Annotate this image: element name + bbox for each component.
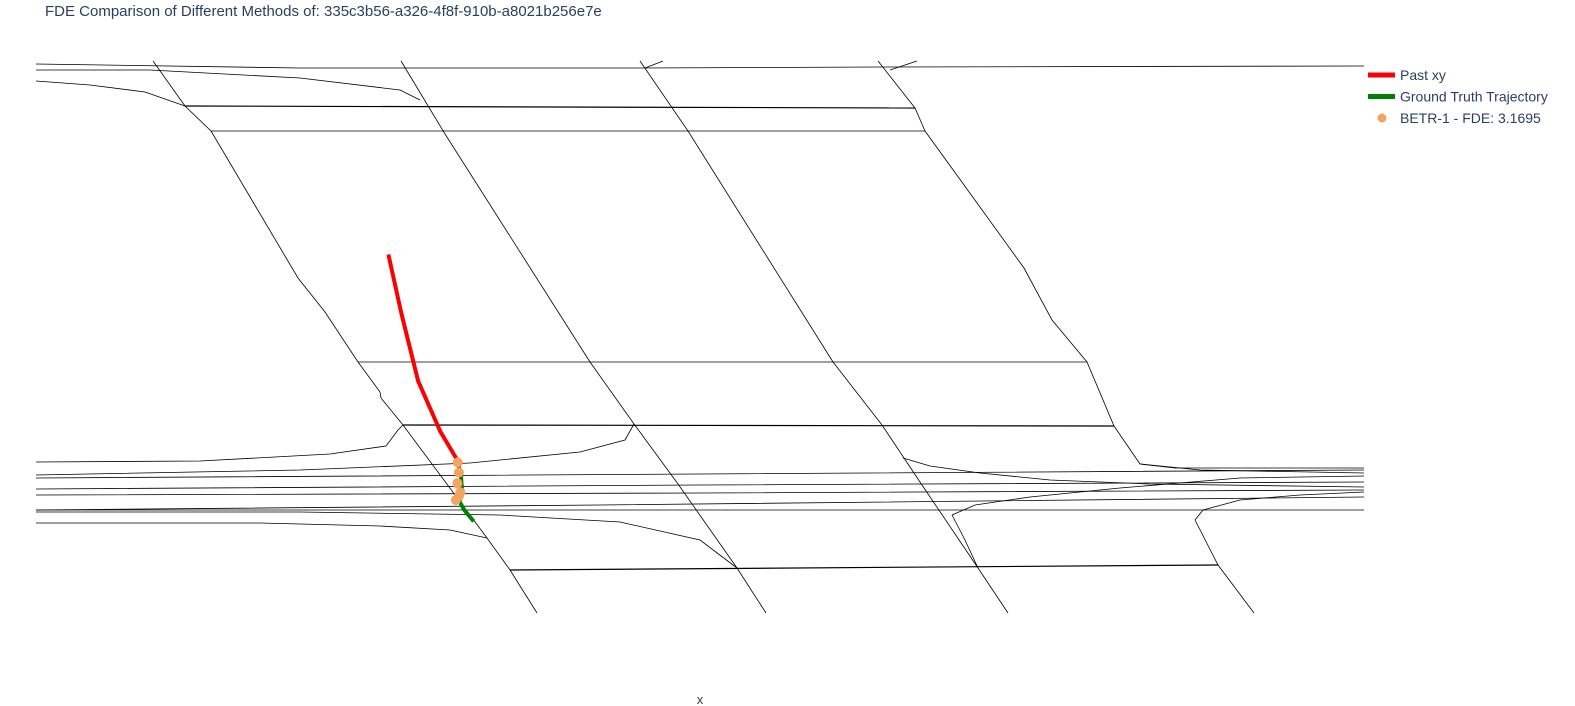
road-edge bbox=[36, 69, 421, 101]
data-point-betr-1-fde-3-1695 bbox=[453, 491, 464, 502]
lane-line bbox=[35, 496, 1365, 511]
series-line-past-xy bbox=[386, 254, 459, 461]
crosswalk-line bbox=[509, 564, 1219, 571]
lane-line bbox=[951, 475, 1365, 516]
lane-line bbox=[35, 469, 1365, 479]
legend-swatch bbox=[1377, 113, 1387, 123]
x-axis-label: x bbox=[697, 692, 704, 706]
road-edge bbox=[152, 60, 538, 614]
road-edge bbox=[35, 63, 1365, 69]
road-edge bbox=[35, 80, 186, 107]
road-edge bbox=[639, 60, 1009, 614]
legend-label: Ground Truth Trajectory bbox=[1400, 89, 1548, 105]
lane-line bbox=[35, 424, 404, 463]
lane-line bbox=[1139, 463, 1365, 474]
road-edge bbox=[644, 60, 664, 69]
lane-line bbox=[1194, 491, 1365, 521]
lane-line bbox=[35, 423, 635, 476]
legend: Past xy Ground Truth Trajectory BETR-1 - F… bbox=[1368, 67, 1548, 126]
legend-item-ground-truth-trajectory[interactable]: Ground Truth Trajectory bbox=[1368, 89, 1548, 105]
crosswalk-line bbox=[184, 105, 916, 109]
road-edge bbox=[1194, 519, 1255, 614]
legend-item-past-xy[interactable]: Past xy bbox=[1368, 67, 1446, 83]
road-edge bbox=[877, 60, 1141, 465]
data-point-betr-1-fde-3-1695 bbox=[452, 457, 463, 468]
lane-line bbox=[951, 514, 979, 569]
lane-line bbox=[36, 522, 488, 539]
legend-item-betr-1-fde-3-1695[interactable]: BETR-1 - FDE: 3.1695 bbox=[1377, 110, 1542, 126]
road-edge bbox=[889, 60, 918, 71]
lane-line bbox=[35, 489, 1365, 496]
lane-line bbox=[902, 457, 1365, 488]
crosswalk-line bbox=[402, 424, 1115, 427]
legend-label: BETR-1 - FDE: 3.1695 bbox=[1400, 110, 1541, 126]
road-map bbox=[35, 60, 1365, 614]
legend-label: Past xy bbox=[1400, 67, 1446, 83]
road-edge bbox=[400, 60, 767, 614]
lane-line bbox=[35, 481, 1365, 490]
lane-line bbox=[36, 511, 738, 569]
plot-area bbox=[386, 254, 476, 523]
data-point-betr-1-fde-3-1695 bbox=[452, 478, 463, 489]
data-point-betr-1-fde-3-1695 bbox=[453, 467, 464, 478]
chart-title: FDE Comparison of Different Methods of: … bbox=[45, 3, 602, 20]
